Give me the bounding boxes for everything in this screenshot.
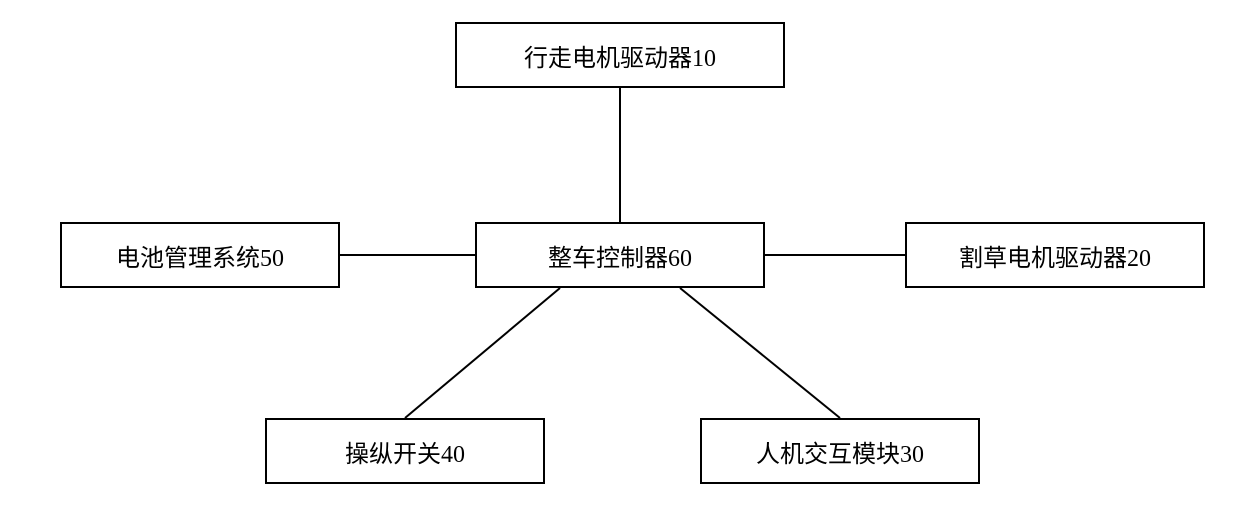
node-n20: 割草电机驱动器20 [905, 222, 1205, 288]
edge-n60-n40 [405, 288, 560, 418]
node-n30: 人机交互模块30 [700, 418, 980, 484]
node-label: 人机交互模块30 [756, 434, 924, 469]
node-n10: 行走电机驱动器10 [455, 22, 785, 88]
node-n40: 操纵开关40 [265, 418, 545, 484]
node-label: 操纵开关40 [345, 434, 465, 469]
edge-n60-n30 [680, 288, 840, 418]
node-label: 电池管理系统50 [116, 238, 284, 273]
node-label: 割草电机驱动器20 [959, 238, 1151, 273]
node-label: 行走电机驱动器10 [524, 38, 716, 73]
node-n60: 整车控制器60 [475, 222, 765, 288]
node-label: 整车控制器60 [548, 238, 692, 273]
node-n50: 电池管理系统50 [60, 222, 340, 288]
